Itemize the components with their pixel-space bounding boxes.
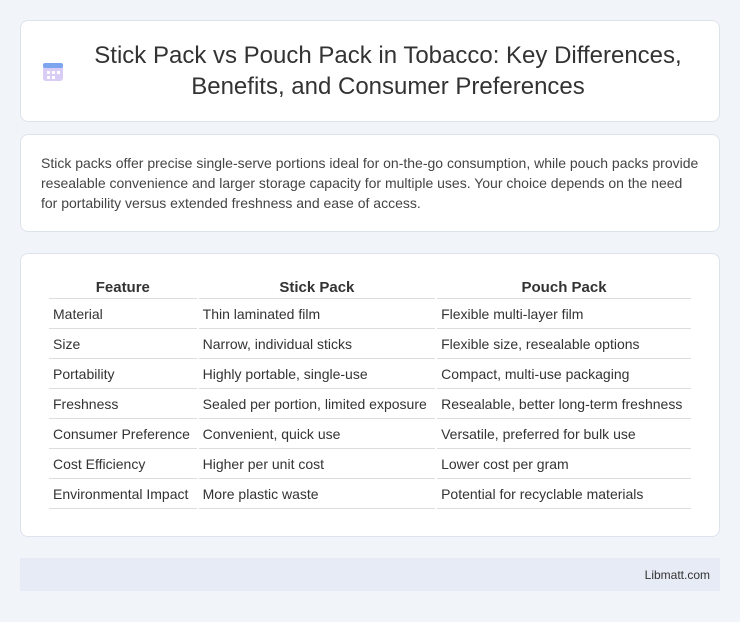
cell: Flexible multi-layer film [437,298,691,328]
cell: Thin laminated film [198,298,436,328]
cell: Highly portable, single-use [198,358,436,388]
cell: Compact, multi-use packaging [437,358,691,388]
cell: Potential for recyclable materials [437,478,691,509]
footer: Libmatt.com [20,558,720,591]
cell: Environmental Impact [49,478,197,509]
cell: Convenient, quick use [198,418,436,448]
cell: Size [49,328,197,358]
row: Material Thin laminated film Flexible mult… [49,298,691,328]
row: Portability Highly portable, single-use Co… [49,358,691,388]
cell: Consumer Preference [49,418,197,448]
row: Cost Efficiency Higher per unit cost Lower… [49,448,691,478]
row: Environmental Impact More plastic waste Po… [49,478,691,509]
title: Stick Pack vs Pouch Pack in Tobacco: Key… [94,42,682,100]
column-header: Pouch Pack [521,279,607,296]
cell: Portability [49,358,197,388]
cell: Lower cost per gram [437,448,691,478]
cell: Higher per unit cost [198,448,436,478]
cell: Freshness [49,388,197,418]
cell: Material [49,298,197,328]
icon [43,63,63,81]
cell: More plastic waste [198,478,436,509]
table-card: Feature Stick Pack Pouch Pack Material Thin … [20,253,720,537]
row: Size Narrow, individual sticks Flexible si… [49,328,691,358]
summary: Stick packs offer precise single-serve p… [20,134,720,232]
row: Consumer Preference Convenient, quick use… [49,418,691,448]
header: Stick Pack vs Pouch Pack in Tobacco: Key… [20,20,720,122]
column-header: Stick Pack [279,279,355,296]
cell: Versatile, preferred for bulk use [437,418,691,448]
cell: Narrow, individual sticks [198,328,436,358]
row: Freshness Sealed per portion, limited exp… [49,388,691,418]
column-header: Feature [95,279,150,296]
table: Feature Stick Pack Pouch Pack Material Thin … [47,276,693,509]
cell: Resealable, better long-term freshness [437,388,691,418]
cell: Sealed per portion, limited exposure [198,388,436,418]
cell: Cost Efficiency [49,448,197,478]
cell: Flexible size, resealable options [437,328,691,358]
